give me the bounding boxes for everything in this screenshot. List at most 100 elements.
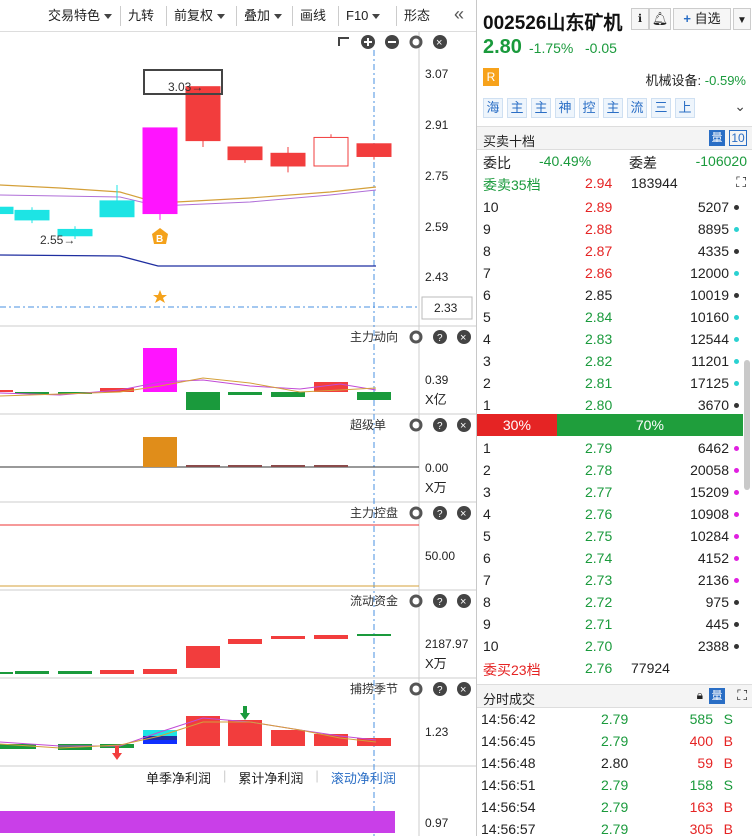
concept-tag[interactable]: 主 — [507, 98, 527, 118]
concept-tag[interactable]: 海 — [483, 98, 503, 118]
toolbar-item-4[interactable]: 画线 — [300, 5, 326, 27]
toolbar-item-2[interactable]: 前复权 — [174, 5, 226, 27]
candle-body — [99, 200, 135, 218]
gear-icon[interactable] — [409, 330, 423, 344]
level-badge[interactable]: 10 — [729, 130, 747, 146]
weicha-label: 委差 — [629, 155, 657, 171]
stock-title: 002526山东矿机 — [483, 13, 623, 34]
toolbar-item-0[interactable]: 交易特色 — [48, 5, 113, 27]
gear-icon[interactable] — [409, 418, 423, 432]
sector-name: 机械设备: — [645, 73, 702, 88]
sector-change: -0.59% — [704, 73, 746, 88]
expand-book-icon[interactable]: ⛶ — [736, 174, 746, 190]
info-button[interactable]: ℹ — [631, 8, 649, 30]
pane-value: 50.00 — [425, 549, 455, 563]
double-chevron-left-icon[interactable]: « — [453, 4, 464, 24]
scrollbar[interactable] — [744, 360, 750, 490]
trade-price: 2.80 — [601, 755, 629, 771]
tab-rolling-profit[interactable]: 滚动净利润 — [330, 771, 396, 786]
close-icon[interactable]: × — [457, 594, 471, 608]
ma-line-3 — [0, 254, 376, 267]
buy-total-row: 委买23档 2.76 77924 — [477, 657, 752, 679]
buy-level: 1 — [483, 440, 491, 456]
trade-side: S — [723, 777, 733, 793]
lock-icon[interactable]: 🔒︎ — [696, 688, 703, 702]
concept-tag[interactable]: 主 — [603, 98, 623, 118]
toolbar-divider — [236, 6, 237, 26]
help-icon[interactable]: ? — [433, 594, 447, 608]
help-icon[interactable]: ? — [433, 506, 447, 520]
gear-icon[interactable] — [409, 35, 423, 49]
profit-value: 0.97 — [425, 816, 449, 830]
concept-tag[interactable]: 神 — [555, 98, 575, 118]
svg-text:?: ? — [437, 421, 443, 432]
sell-level: 6 — [483, 287, 491, 303]
main-force-bar — [357, 392, 391, 400]
sell-level: 10 — [483, 199, 499, 215]
pane-value: 0.39 — [425, 373, 449, 387]
close-icon[interactable]: × — [457, 418, 471, 432]
super-order-bar — [186, 465, 220, 467]
sell-price: 2.85 — [585, 287, 613, 303]
sell-volume: 4335 — [697, 243, 729, 259]
sell-price: 2.82 — [585, 353, 613, 369]
level-icon[interactable]: 量 — [709, 130, 725, 146]
close-icon[interactable]: × — [457, 330, 471, 344]
zoom-out-icon[interactable] — [385, 35, 399, 49]
trade-time: 14:56:51 — [481, 777, 536, 793]
concept-tag[interactable]: 控 — [579, 98, 599, 118]
zoom-in-icon[interactable] — [361, 35, 375, 49]
buy-price: 2.76 — [585, 506, 613, 522]
capital-flow-bar — [143, 669, 177, 674]
buy-level-row: 4 2.76 10908 — [477, 503, 752, 525]
concept-tag[interactable]: 上 — [675, 98, 695, 118]
toolbar-item-1[interactable]: 九转 — [128, 5, 154, 27]
close-icon[interactable]: × — [457, 506, 471, 520]
volume-icon[interactable]: 量 — [709, 688, 725, 704]
sell-price: 2.81 — [585, 375, 613, 391]
sector-label[interactable]: 机械设备: -0.59% — [646, 70, 746, 89]
svg-text:×: × — [460, 420, 466, 432]
kline-chart[interactable]: 3.07 2.91 2.75 2.59 2.43 2.33 3.03→ 2.55→ B × 主力动向… — [0, 0, 476, 836]
down-arrow-icon — [240, 706, 250, 720]
gear-icon[interactable] — [409, 682, 423, 696]
buy-level: 10 — [483, 638, 499, 654]
sell-level: 3 — [483, 353, 491, 369]
close-icon[interactable]: × — [433, 35, 447, 49]
svg-text:×: × — [436, 37, 442, 49]
main-force-bar — [15, 392, 49, 394]
help-icon[interactable]: ? — [433, 330, 447, 344]
capital-flow-bar — [357, 634, 391, 636]
expand-button[interactable]: ▼ — [733, 8, 751, 30]
concept-tag[interactable]: 主 — [531, 98, 551, 118]
bell-button[interactable]: 🔔︎ — [649, 8, 671, 30]
trade-row: 14:56:51 2.79 158 S — [477, 774, 739, 796]
buy-total-label: 委买23档 — [483, 662, 541, 678]
orderbook-title: 买卖十档 — [483, 134, 536, 149]
buy-signal-label: B — [156, 234, 163, 245]
season-bar — [143, 736, 177, 740]
refresh-icon[interactable] — [338, 37, 349, 46]
toolbar-item-5[interactable]: F10 — [346, 5, 381, 27]
buy-volume: 20058 — [690, 462, 729, 478]
help-icon[interactable]: ? — [433, 682, 447, 696]
close-icon[interactable]: × — [457, 682, 471, 696]
order-dot-icon — [734, 600, 739, 605]
weibi-label: 委比 — [483, 155, 511, 171]
tab-quarterly-profit[interactable]: 单季净利润 — [146, 771, 212, 786]
concept-tag[interactable]: 流 — [627, 98, 647, 118]
add-favorite-button[interactable]: + 自选 — [673, 8, 731, 30]
more-tags-icon[interactable]: ⌄ — [734, 98, 746, 114]
toolbar-item-3[interactable]: 叠加 — [244, 5, 283, 27]
toolbar-item-6[interactable]: 形态 — [404, 5, 430, 27]
tab-cumulative-profit[interactable]: 累计净利润 — [238, 771, 304, 786]
order-dot-icon — [734, 512, 739, 517]
main-force-bar — [314, 382, 348, 392]
gear-icon[interactable] — [409, 594, 423, 608]
order-dot-icon — [734, 490, 739, 495]
expand-icon[interactable]: ⛶ — [737, 687, 747, 703]
gear-icon[interactable] — [409, 506, 423, 520]
buy-price: 2.71 — [585, 616, 613, 632]
help-icon[interactable]: ? — [433, 418, 447, 432]
concept-tag[interactable]: 三 — [651, 98, 671, 118]
